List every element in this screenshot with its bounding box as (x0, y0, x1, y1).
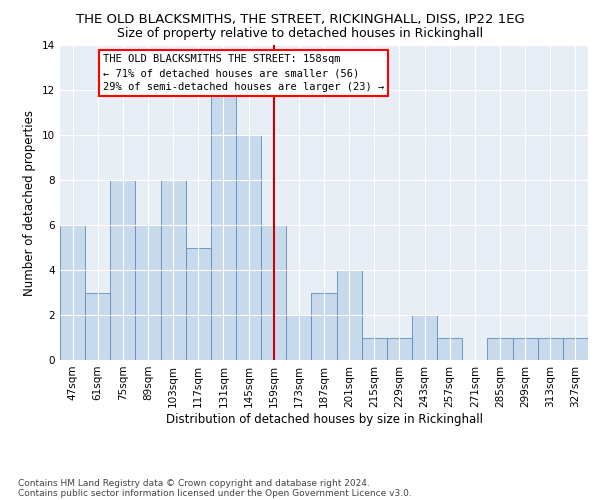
Bar (311, 292, 337, 360)
Text: Contains public sector information licensed under the Open Government Licence v3: Contains public sector information licen… (18, 488, 412, 498)
Bar (211, 90, 236, 360)
Text: THE OLD BLACKSMITHS, THE STREET, RICKINGHALL, DISS, IP22 1EG: THE OLD BLACKSMITHS, THE STREET, RICKING… (76, 12, 524, 26)
Bar (337, 270, 362, 360)
Bar (487, 338, 512, 360)
Bar (60, 225, 85, 360)
Bar (412, 315, 437, 360)
X-axis label: Distribution of detached houses by size in Rickinghall: Distribution of detached houses by size … (166, 412, 482, 426)
Bar (236, 135, 261, 360)
Bar (161, 180, 186, 360)
Bar (563, 338, 588, 360)
Bar (186, 248, 211, 360)
Bar (512, 338, 538, 360)
Text: THE OLD BLACKSMITHS THE STREET: 158sqm
← 71% of detached houses are smaller (56): THE OLD BLACKSMITHS THE STREET: 158sqm ←… (103, 54, 384, 92)
Bar (136, 225, 161, 360)
Text: Size of property relative to detached houses in Rickinghall: Size of property relative to detached ho… (117, 28, 483, 40)
Bar (538, 338, 563, 360)
Y-axis label: Number of detached properties: Number of detached properties (23, 110, 37, 296)
Bar (286, 315, 311, 360)
Bar (85, 292, 110, 360)
Bar (437, 338, 462, 360)
Bar (110, 180, 136, 360)
Bar (362, 338, 387, 360)
Bar (261, 225, 286, 360)
Bar (387, 338, 412, 360)
Text: Contains HM Land Registry data © Crown copyright and database right 2024.: Contains HM Land Registry data © Crown c… (18, 478, 370, 488)
